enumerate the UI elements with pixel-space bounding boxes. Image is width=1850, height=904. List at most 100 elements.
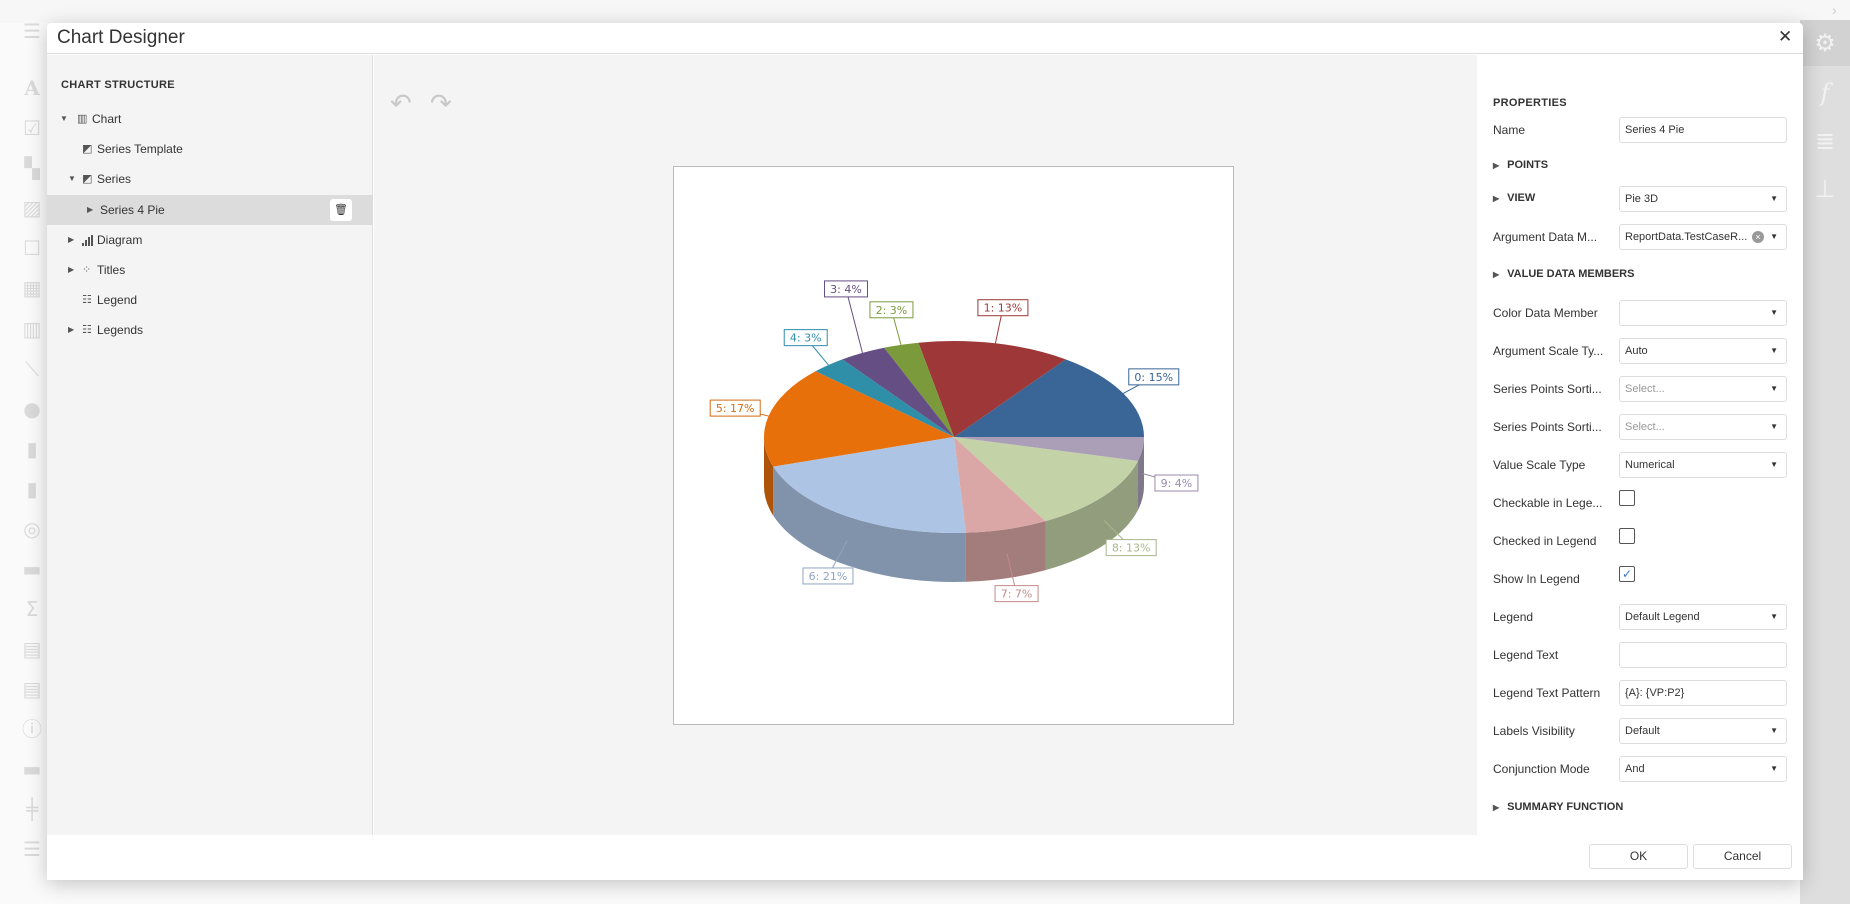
value-data-members-group[interactable]: ▶ VALUE DATA MEMBERS — [1493, 262, 1793, 289]
caret-right-icon[interactable]: ▶ — [68, 265, 75, 274]
legend-text-pattern-input[interactable]: {A}: {VP:P2} — [1619, 680, 1787, 706]
prop-labels-visibility: Labels Visibility Default ▼ — [1493, 718, 1793, 745]
pie-slice-0 — [954, 359, 1144, 437]
chevron-down-icon[interactable]: ▼ — [1770, 764, 1778, 773]
properties-title: PROPERTIES — [1493, 97, 1567, 109]
caret-right-icon[interactable]: ▶ — [1493, 270, 1500, 279]
crossband-box-icon: ☰ — [23, 837, 41, 861]
value-scale-type-select[interactable]: Numerical ▼ — [1619, 452, 1787, 478]
prop-legend-text-pattern: Legend Text Pattern {A}: {VP:P2} — [1493, 680, 1793, 707]
checked-in-legend-checkbox[interactable] — [1619, 528, 1635, 544]
caret-right-icon[interactable]: ▶ — [1493, 194, 1500, 203]
chevron-down-icon[interactable]: ▼ — [1770, 384, 1778, 393]
tree-item-chart[interactable]: ▼ ▥ Chart — [47, 104, 373, 134]
chevron-down-icon[interactable]: ▼ — [1770, 422, 1778, 431]
pie-slice-2 — [884, 342, 954, 437]
pie-slice-3 — [842, 347, 954, 437]
legend-text-input[interactable] — [1619, 642, 1787, 668]
prop-label: Color Data Member — [1493, 306, 1598, 320]
chevron-down-icon[interactable]: ▼ — [1770, 346, 1778, 355]
clear-icon[interactable]: × — [1752, 231, 1764, 243]
data-label-7: 7: 7% — [1001, 588, 1033, 601]
labels-visibility-select[interactable]: Default ▼ — [1619, 718, 1787, 744]
sitemap-icon[interactable]: ⊥ — [1814, 175, 1836, 203]
series-points-sorting-select[interactable]: Select... ▼ — [1619, 376, 1787, 402]
undo-icon[interactable]: ↶ — [390, 89, 412, 119]
pie-slices — [764, 341, 1144, 533]
caret-right-icon[interactable]: ▶ — [87, 205, 94, 214]
tree-item-legends[interactable]: ▶ ☷ Legends — [47, 315, 373, 345]
series-icon: ◩ — [82, 142, 93, 155]
prop-conjunction-mode: Conjunction Mode And ▼ — [1493, 756, 1793, 783]
cancel-button[interactable]: Cancel — [1693, 844, 1792, 869]
expand-icon[interactable]: › — [1832, 2, 1837, 18]
chevron-down-icon[interactable]: ▼ — [1770, 726, 1778, 735]
tree-item-label: Legend — [97, 293, 138, 307]
pie-side-shade-6 — [773, 466, 966, 582]
tree-item-series-template[interactable]: ◩ Series Template — [47, 134, 373, 164]
caret-right-icon[interactable]: ▶ — [68, 235, 75, 244]
caret-down-icon[interactable]: ▼ — [68, 174, 76, 183]
function-icon[interactable]: f — [1820, 79, 1830, 107]
view-select[interactable]: Pie 3D ▼ — [1619, 186, 1787, 212]
select-value: Numerical — [1625, 459, 1675, 471]
close-icon[interactable]: ✕ — [1778, 27, 1793, 46]
data-label-4: 4: 3% — [790, 332, 822, 345]
delete-icon[interactable]: 🗑 — [330, 199, 352, 221]
color-data-member-select[interactable]: ▼ — [1619, 300, 1787, 326]
caret-right-icon[interactable]: ▶ — [1493, 161, 1500, 170]
select-value: Default Legend — [1625, 611, 1700, 623]
prop-view: ▶ VIEW Pie 3D ▼ — [1493, 186, 1793, 213]
gear-icon[interactable]: ⚙ — [1800, 20, 1850, 66]
tree-item-diagram[interactable]: ▶ Diagram — [47, 225, 373, 255]
background-right-sidebar: ⚙ f ≣ ⊥ — [1800, 20, 1850, 904]
label-box-3 — [823, 280, 868, 298]
argument-scale-type-select[interactable]: Auto ▼ — [1619, 338, 1787, 364]
label-box-5 — [709, 399, 761, 417]
caret-right-icon[interactable]: ▶ — [1493, 803, 1500, 812]
prop-label: Series Points Sorti... — [1493, 420, 1602, 434]
caret-down-icon[interactable]: ▼ — [60, 114, 68, 123]
series-points-sorting-key-select[interactable]: Select... ▼ — [1619, 414, 1787, 440]
redo-icon[interactable]: ↷ — [430, 89, 452, 119]
database-icon[interactable]: ≣ — [1814, 127, 1836, 155]
chevron-down-icon[interactable]: ▼ — [1770, 460, 1778, 469]
summary-function-group[interactable]: ▶ SUMMARY FUNCTION — [1493, 795, 1793, 822]
dialog-footer: OK Cancel — [47, 835, 1803, 880]
conjunction-mode-select[interactable]: And ▼ — [1619, 756, 1787, 782]
chevron-down-icon[interactable]: ▼ — [1770, 308, 1778, 317]
group-label: POINTS — [1507, 159, 1549, 171]
pie-chart: 0: 15% 1: 13% 2: 3% 3: 4% 4: 3% 5: 17% 6: 21% 7… — [709, 280, 1199, 603]
checkbox-tool-icon: ☑ — [23, 116, 41, 140]
prop-value-scale-type: Value Scale Type Numerical ▼ — [1493, 452, 1793, 479]
argument-data-member-select[interactable]: ReportData.TestCaseR... × ▼ — [1619, 224, 1787, 250]
chevron-down-icon[interactable]: ▼ — [1770, 612, 1778, 621]
pie-side-9 — [1138, 437, 1144, 510]
legend-select[interactable]: Default Legend ▼ — [1619, 604, 1787, 630]
dialog-header: Chart Designer ✕ — [47, 23, 1803, 54]
tree-item-series-4-pie[interactable]: ▶ Series 4 Pie 🗑 — [47, 195, 373, 225]
tree-item-label: Legends — [97, 323, 144, 337]
show-in-legend-checkbox[interactable]: ✓ — [1619, 566, 1635, 582]
tree-item-titles[interactable]: ▶ ⁘ Titles — [47, 255, 373, 285]
chart-preview[interactable]: 0: 15% 1: 13% 2: 3% 3: 4% 4: 3% 5: 17% 6: 21% 7… — [673, 166, 1234, 725]
diagram-icon — [82, 225, 93, 255]
chevron-down-icon[interactable]: ▼ — [1770, 194, 1778, 203]
ok-button[interactable]: OK — [1589, 844, 1688, 869]
chevron-down-icon[interactable]: ▼ — [1770, 232, 1778, 241]
caret-right-icon[interactable]: ▶ — [68, 325, 75, 334]
sum-tool-icon: Σ — [25, 597, 39, 621]
label-box-9 — [1154, 474, 1199, 492]
subreport-tool-icon: ▤ — [22, 637, 42, 661]
chart-icon: ▥ — [77, 112, 88, 125]
group-label: VALUE DATA MEMBERS — [1507, 268, 1635, 280]
tree-item-series[interactable]: ▼ ◩ Series — [47, 164, 373, 194]
points-group[interactable]: ▶ POINTS — [1493, 153, 1793, 180]
prop-checkable-in-legend: Checkable in Lege... — [1493, 490, 1793, 517]
prop-show-in-legend: Show In Legend ✓ — [1493, 566, 1793, 593]
name-input[interactable]: Series 4 Pie — [1619, 117, 1787, 143]
dialog-title: Chart Designer — [57, 27, 185, 48]
chart-designer-dialog: Chart Designer ✕ CHART STRUCTURE ▼ ▥ Cha… — [47, 23, 1803, 880]
tree-item-legend[interactable]: ☷ Legend — [47, 285, 373, 315]
checkable-in-legend-checkbox[interactable] — [1619, 490, 1635, 506]
